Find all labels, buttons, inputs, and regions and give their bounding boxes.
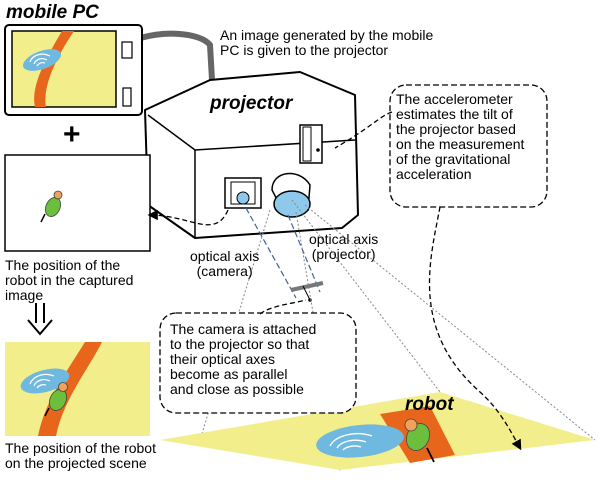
optical-axis-camera-label: optical axis (camera) (190, 248, 260, 279)
projected-floor (160, 392, 595, 470)
cable (132, 30, 215, 83)
callout-accelerometer (389, 84, 548, 208)
mobile-pc-tv (4, 24, 143, 116)
tv-blue-ellipse (22, 49, 62, 71)
arrow-to-floor (428, 206, 522, 451)
plus-sign: + (63, 118, 81, 151)
projected-scene-box (5, 342, 150, 436)
camera-attached-text: The camera is attached to the projector … (170, 321, 317, 397)
projector-body (144, 71, 359, 239)
image-generated-text: An image generated by the mobile PC is g… (220, 27, 434, 58)
projector-label: projector (210, 93, 293, 114)
projector-lens (273, 190, 311, 218)
optical-axis-projector-line (287, 214, 321, 293)
robot-position-projected-text: The position of the robot on the project… (5, 440, 156, 471)
optical-axis-camera-line (245, 207, 297, 299)
callout-camera-attached (159, 312, 357, 414)
arrow-to-captured (147, 209, 229, 226)
mobile-pc-label: mobile PC (6, 2, 99, 23)
optical-axis-projector-label: optical axis (projector) (309, 231, 379, 262)
down-arrow (27, 303, 53, 336)
robot-position-captured-text: The position of the robot in the capture… (5, 257, 134, 303)
axis-gap-bar (290, 281, 324, 292)
captured-image-box (4, 154, 151, 252)
camera-lens (236, 191, 250, 205)
tv-slot (122, 87, 132, 107)
accelerometer-text: The accelerometer estimates the tilt of … (396, 91, 525, 182)
robot-label: robot (405, 394, 454, 415)
tv-knob (121, 41, 133, 59)
